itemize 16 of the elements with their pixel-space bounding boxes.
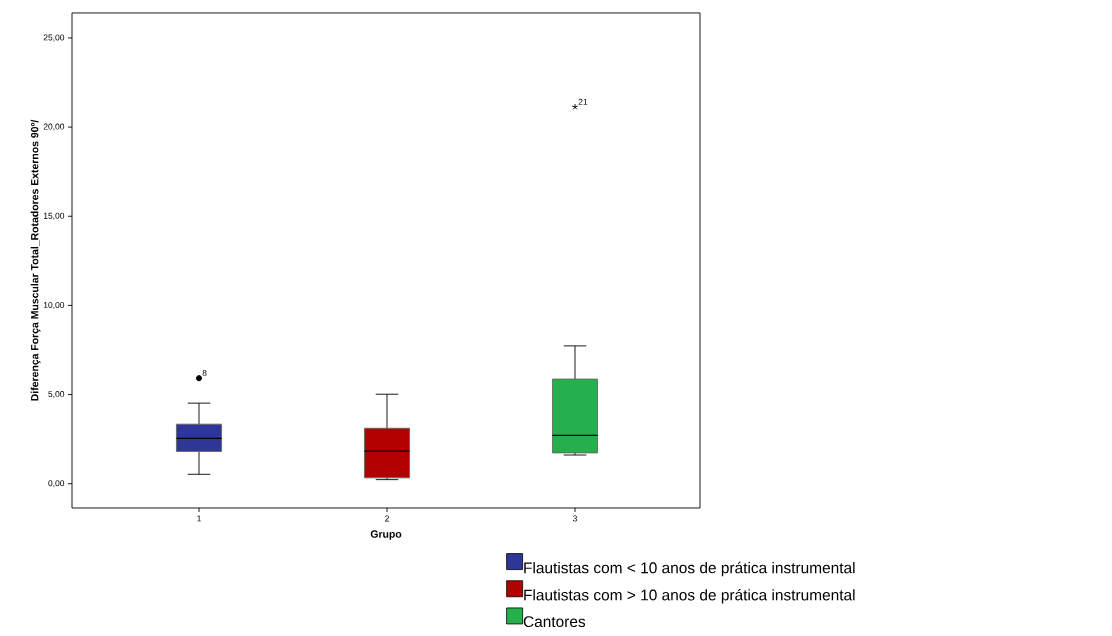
x-tick-label: 2 xyxy=(385,515,389,522)
x-tick-label: 3 xyxy=(572,515,577,522)
legend-label: Flautistas com < 10 anos de prática instrumental xyxy=(524,561,855,577)
y-tick-label: 5,00 xyxy=(48,391,65,399)
x-tick-label: 1 xyxy=(197,515,201,522)
annotation: 8 xyxy=(202,369,207,376)
legend-label: Cantores xyxy=(523,616,586,628)
x-axis-title: Grupo xyxy=(370,530,402,540)
y-tick-label: 15,00 xyxy=(43,212,65,220)
y-tick-label: 10,00 xyxy=(43,301,65,309)
y-tick-label: 20,00 xyxy=(43,123,65,131)
annotation: 21 xyxy=(578,98,588,105)
y-tick-label: 0,00 xyxy=(48,480,65,488)
y-axis-title: Diferença Força Muscular Total_Rotadores Externos 90º/ xyxy=(30,119,41,401)
legend-label: Flautistas com > 10 anos de prática instrumental xyxy=(524,588,855,604)
y-tick-label: 25,00 xyxy=(43,34,65,42)
